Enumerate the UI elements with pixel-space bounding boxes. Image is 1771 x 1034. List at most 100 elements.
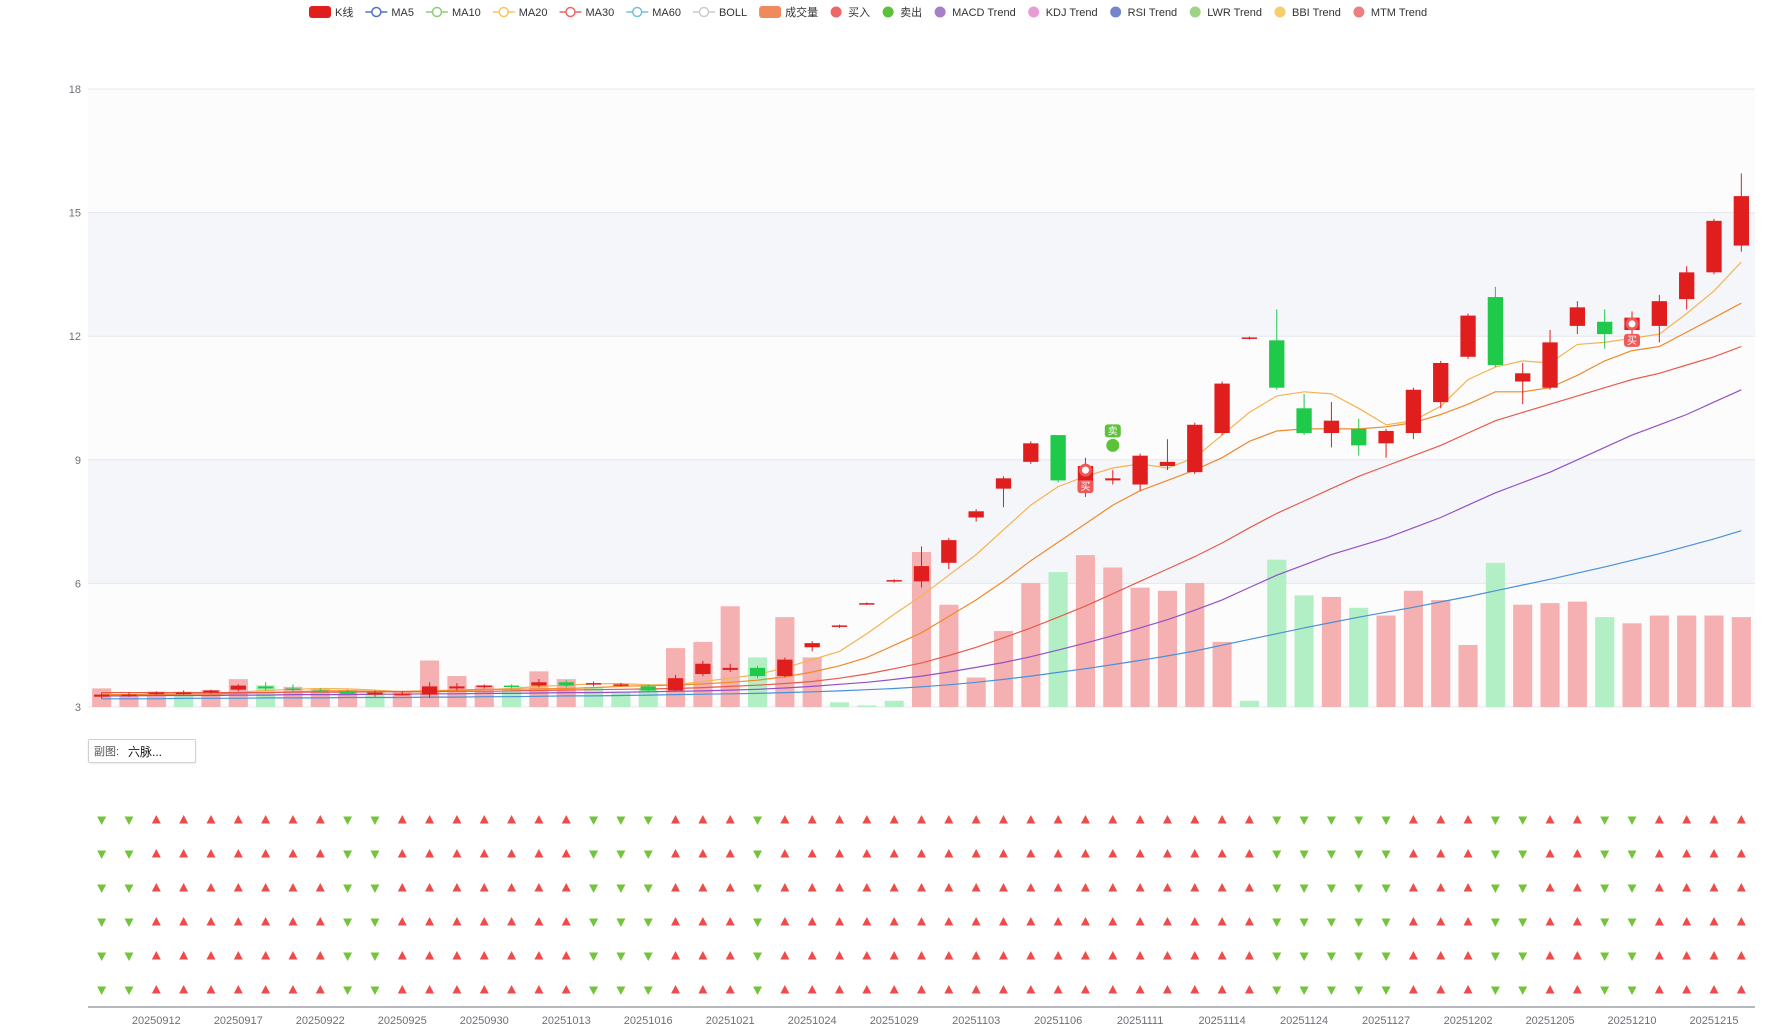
- candle: [941, 538, 957, 569]
- candle-body: [804, 643, 820, 648]
- trend-down-marker: [1600, 884, 1610, 893]
- x-tick-label: 20251215: [1690, 1015, 1739, 1027]
- legend-item-3[interactable]: MA20: [492, 6, 548, 19]
- trend-up-marker: [835, 917, 845, 926]
- legend-item-2[interactable]: MA10: [425, 6, 481, 19]
- volume-bar: [1649, 615, 1669, 707]
- legend-item-7[interactable]: 成交量: [759, 5, 818, 19]
- trend-up-marker: [944, 985, 954, 994]
- trend-up-marker: [479, 849, 489, 858]
- legend-dot-icon: [830, 6, 842, 18]
- legend-item-11[interactable]: KDJ Trend: [1028, 6, 1098, 20]
- candle: [1269, 309, 1285, 390]
- trend-down-marker: [643, 850, 653, 859]
- trend-down-marker: [1272, 952, 1282, 961]
- trend-down-marker: [1490, 952, 1500, 961]
- trend-down-marker: [1299, 986, 1309, 995]
- trend-down-marker: [370, 952, 380, 961]
- candle: [667, 674, 684, 692]
- candle: [1733, 173, 1749, 252]
- trend-up-marker: [1709, 985, 1719, 994]
- candle-body: [449, 686, 465, 689]
- candle-body: [1187, 424, 1203, 473]
- candle: [203, 689, 219, 694]
- trend-up-marker: [1190, 815, 1200, 824]
- trend-up-marker: [1463, 951, 1473, 960]
- trend-down-marker: [643, 986, 653, 995]
- trend-up-marker: [698, 849, 708, 858]
- trend-down-marker: [1326, 884, 1336, 893]
- trend-up-marker: [1436, 917, 1446, 926]
- trend-up-marker: [835, 985, 845, 994]
- trend-down-marker: [124, 918, 134, 927]
- legend-item-13[interactable]: LWR Trend: [1189, 6, 1262, 20]
- candle: [859, 602, 875, 605]
- sub-chart-trends: [97, 815, 1746, 995]
- legend-item-8[interactable]: 买入: [830, 6, 871, 19]
- trend-up-marker: [835, 883, 845, 892]
- chart-legend[interactable]: K线 MA5 MA10 MA20 MA30 MA60 BOLL 成交量 买入 卖出 MACD Tre…: [309, 5, 1427, 19]
- legend-item-9[interactable]: 卖出: [882, 5, 923, 19]
- trend-down-marker: [1272, 850, 1282, 859]
- trend-down-marker: [616, 884, 626, 893]
- legend-item-14[interactable]: BBI Trend: [1274, 6, 1341, 20]
- trend-up-marker: [315, 883, 325, 892]
- trend-up-marker: [889, 815, 899, 824]
- candle: [257, 682, 274, 691]
- legend-item-6[interactable]: BOLL: [692, 6, 747, 19]
- candle: [777, 657, 793, 678]
- x-tick-label: 20250930: [460, 1015, 509, 1027]
- legend-item-15[interactable]: MTM Trend: [1353, 6, 1427, 20]
- trend-up-marker: [1736, 815, 1746, 824]
- trend-up-marker: [1572, 815, 1582, 824]
- candle-body: [121, 694, 137, 697]
- trend-down-marker: [1490, 850, 1500, 859]
- trend-up-marker: [397, 883, 407, 892]
- sub-chart-selector[interactable]: 副图: 六脉...: [88, 739, 196, 763]
- trend-down-marker: [1299, 850, 1309, 859]
- trend-up-marker: [698, 815, 708, 824]
- legend-label: K线: [335, 5, 353, 19]
- trend-up-marker: [807, 849, 817, 858]
- trend-up-marker: [1026, 951, 1036, 960]
- signal-dot: [1078, 463, 1092, 477]
- candle-body: [1651, 301, 1668, 326]
- trend-up-marker: [507, 849, 517, 858]
- trend-up-marker: [917, 985, 926, 994]
- trend-up-marker: [151, 917, 161, 926]
- trend-up-marker: [1053, 985, 1063, 994]
- signal-dot: [1106, 438, 1120, 452]
- candle-body: [1542, 342, 1558, 388]
- candle-body: [941, 540, 957, 563]
- trend-up-marker: [671, 815, 681, 824]
- trend-down-marker: [97, 884, 107, 893]
- trend-down-marker: [1354, 986, 1364, 995]
- trend-up-marker: [534, 985, 544, 994]
- candle: [1542, 330, 1558, 390]
- trend-down-marker: [616, 918, 626, 927]
- legend-item-4[interactable]: MA30: [559, 6, 614, 19]
- trend-up-marker: [452, 849, 462, 858]
- candle: [1296, 393, 1312, 436]
- trend-up-marker: [1545, 883, 1555, 892]
- legend-label: MA30: [585, 7, 614, 19]
- legend-item-0[interactable]: K线: [309, 5, 353, 19]
- trend-up-marker: [1545, 951, 1555, 960]
- trend-up-marker: [479, 917, 489, 926]
- sub-chart-selector-value: 六脉...: [128, 745, 163, 759]
- legend-item-5[interactable]: MA60: [626, 6, 681, 19]
- legend-item-1[interactable]: MA5: [365, 6, 414, 19]
- candle: [722, 663, 738, 672]
- trend-up-marker: [1572, 985, 1582, 994]
- trend-up-marker: [1026, 815, 1036, 824]
- candle: [1159, 439, 1176, 471]
- candle: [913, 546, 930, 588]
- trend-up-marker: [780, 849, 790, 858]
- volume-bar: [1376, 615, 1396, 707]
- trend-up-marker: [1080, 917, 1090, 926]
- trend-up-marker: [944, 917, 954, 926]
- trend-up-marker: [288, 849, 298, 858]
- legend-item-12[interactable]: RSI Trend: [1110, 6, 1177, 20]
- legend-item-10[interactable]: MACD Trend: [934, 6, 1016, 20]
- candle: [476, 684, 492, 689]
